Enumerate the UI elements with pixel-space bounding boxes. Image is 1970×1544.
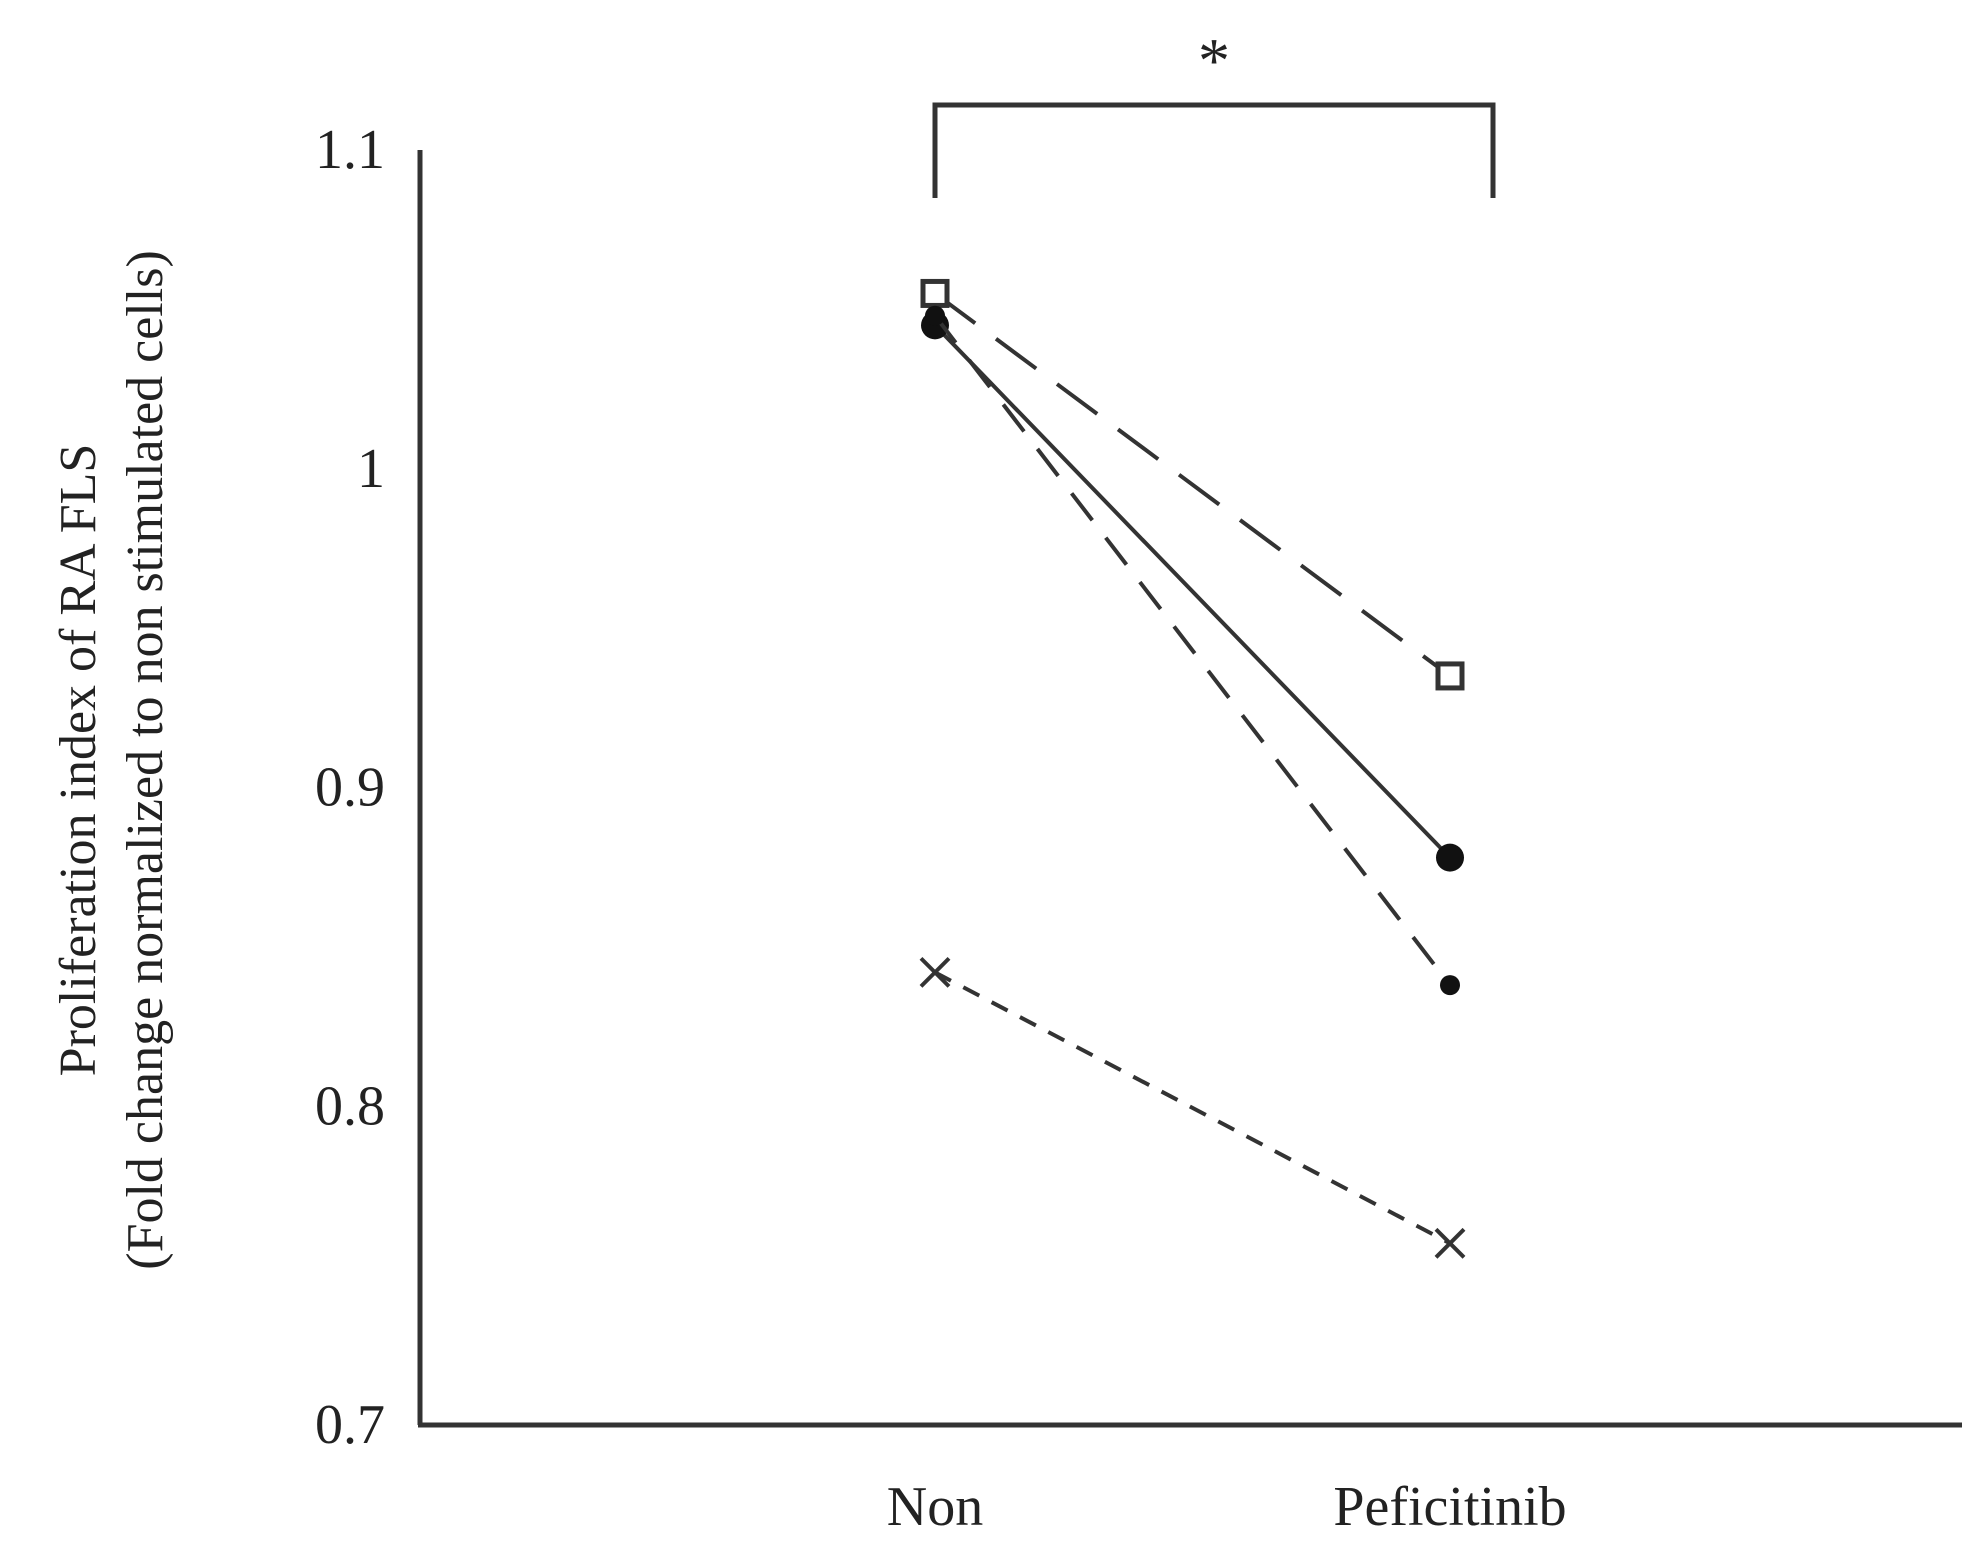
data-point (1435, 661, 1465, 691)
series-3 (925, 305, 1460, 996)
significance-bracket: * (932, 25, 1496, 198)
x-category-label: Peficitinib (1333, 1476, 1566, 1538)
series-2 (921, 311, 1464, 872)
significance-bracket-line (932, 102, 1496, 198)
y-tick-labels: 0.7 0.8 0.9 1 1.1 (315, 119, 385, 1456)
series-line (934, 970, 1451, 1246)
data-point (1440, 975, 1460, 996)
y-tick-label: 1 (357, 438, 385, 500)
y-axis-label-line-2: (Fold change normalized to non stimulate… (117, 250, 174, 1270)
x-category-label: Non (887, 1476, 983, 1538)
y-tick-label: 0.9 (315, 757, 385, 819)
data-point (1434, 1227, 1466, 1259)
series-line (933, 291, 1452, 678)
data-point (919, 956, 951, 988)
x-category-labels: Non Peficitinib (887, 1476, 1567, 1538)
data-point (1436, 843, 1464, 872)
y-axis-label: Proliferation index of RA FLS (Fold chan… (50, 250, 174, 1270)
data-point (925, 305, 945, 326)
y-tick-label: 0.8 (315, 1075, 385, 1137)
significance-label: * (1198, 25, 1230, 96)
series-line (933, 314, 1452, 987)
series-4 (919, 956, 1466, 1259)
y-axis-label-line-1: Proliferation index of RA FLS (50, 444, 107, 1077)
y-tick-label: 0.7 (315, 1394, 385, 1456)
series-1 (920, 278, 1465, 691)
series-line (933, 323, 1452, 860)
data-point (920, 278, 950, 308)
series-layer (919, 278, 1466, 1259)
y-tick-label: 1.1 (315, 119, 385, 181)
